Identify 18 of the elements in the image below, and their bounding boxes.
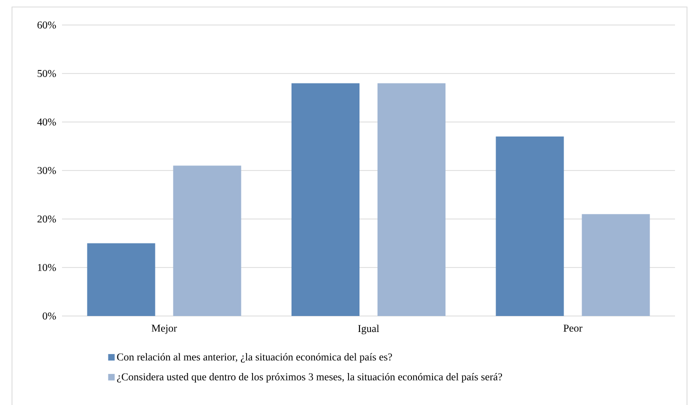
legend-label: ¿Considera usted que dentro de los próximos 3 meses, la situación económica del país será?: [117, 373, 502, 383]
y-tick-label: 50%: [38, 70, 56, 78]
y-tick-label: 10%: [38, 264, 56, 272]
y-tick-label: 30%: [38, 166, 56, 174]
x-tick-label: Mejor: [152, 324, 177, 334]
x-tick-label: Peor: [564, 324, 582, 332]
y-tick-label: 0%: [42, 312, 56, 320]
y-tick-label: 40%: [37, 118, 56, 126]
y-tick-label: 60%: [38, 21, 56, 29]
bar: [87, 243, 156, 316]
bar: [378, 83, 446, 316]
y-tick-label: 20%: [38, 215, 56, 223]
bar: [292, 83, 360, 316]
bar: [582, 214, 650, 316]
bar: [173, 166, 242, 316]
bar: [496, 136, 564, 316]
x-tick-label: Igual: [358, 324, 380, 334]
legend-label: Con relación al mes anterior, ¿la situación económica del país es?: [117, 353, 392, 363]
